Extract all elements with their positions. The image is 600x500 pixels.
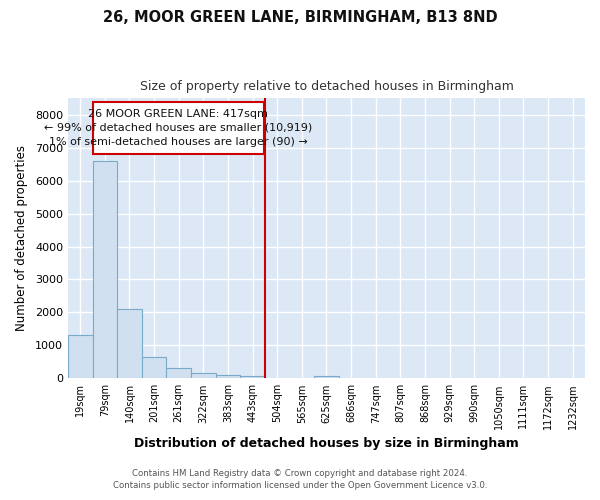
- Title: Size of property relative to detached houses in Birmingham: Size of property relative to detached ho…: [140, 80, 514, 93]
- Bar: [142, 357, 166, 378]
- Text: 26, MOOR GREEN LANE, BIRMINGHAM, B13 8ND: 26, MOOR GREEN LANE, BIRMINGHAM, B13 8ND: [103, 10, 497, 25]
- Text: 26 MOOR GREEN LANE: 417sqm: 26 MOOR GREEN LANE: 417sqm: [88, 109, 268, 119]
- Y-axis label: Number of detached properties: Number of detached properties: [15, 146, 28, 332]
- X-axis label: Distribution of detached houses by size in Birmingham: Distribution of detached houses by size …: [134, 437, 519, 450]
- Bar: [191, 374, 215, 378]
- FancyBboxPatch shape: [92, 102, 263, 154]
- Bar: [166, 368, 191, 378]
- Text: Contains HM Land Registry data © Crown copyright and database right 2024.
Contai: Contains HM Land Registry data © Crown c…: [113, 468, 487, 490]
- Bar: [68, 336, 92, 378]
- Text: 1% of semi-detached houses are larger (90) →: 1% of semi-detached houses are larger (9…: [49, 137, 307, 147]
- Bar: [117, 309, 142, 378]
- Bar: [215, 375, 240, 378]
- Bar: [314, 376, 339, 378]
- Text: ← 99% of detached houses are smaller (10,919): ← 99% of detached houses are smaller (10…: [44, 123, 312, 133]
- Bar: [240, 376, 265, 378]
- Bar: [92, 161, 117, 378]
